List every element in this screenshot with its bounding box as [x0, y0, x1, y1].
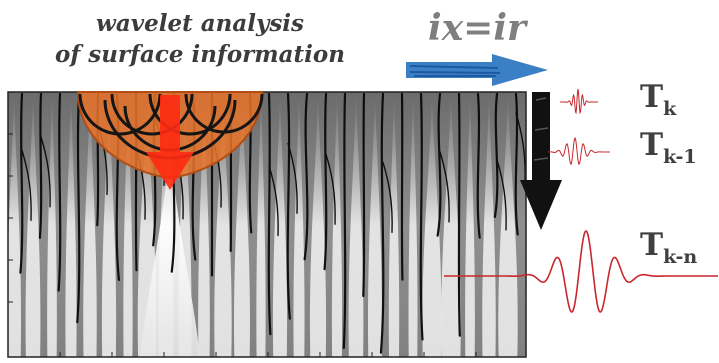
scalogram-frame — [7, 91, 527, 358]
label-t-k-n: Tk-n — [640, 227, 698, 268]
black-arrow — [520, 92, 562, 230]
red-arrow — [146, 95, 194, 190]
caption: wavelet analysis of surface information — [0, 8, 400, 70]
caption-line-1: wavelet analysis — [96, 10, 304, 37]
label-t-k: Tk — [640, 79, 677, 120]
caption-line-2: of surface information — [55, 41, 345, 68]
label-t-k-1: Tk-1 — [640, 127, 697, 168]
blue-arrow — [406, 54, 548, 86]
wavelet-k — [560, 88, 598, 115]
formula: ix=ir — [428, 7, 526, 49]
wavelet-k-n — [444, 230, 718, 313]
scalogram-ticks — [8, 133, 477, 357]
wavelet-k-1 — [548, 136, 610, 166]
